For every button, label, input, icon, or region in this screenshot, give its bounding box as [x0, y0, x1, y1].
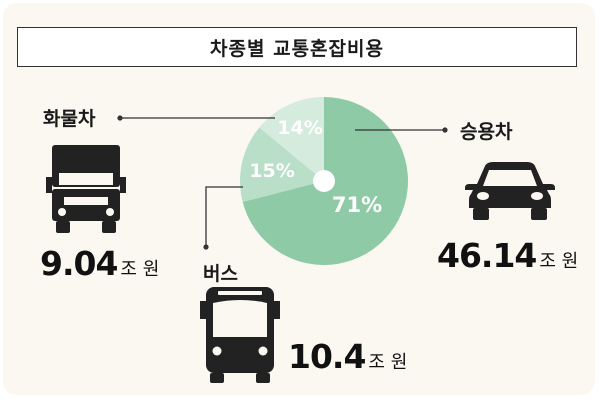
amount-truck: 9.04 조 원 [40, 244, 159, 283]
bus-icon [200, 287, 280, 383]
pie-slice-bus [240, 127, 324, 202]
amount-value-passenger: 46.14 [437, 236, 537, 275]
amount-unit-passenger: 조 원 [539, 251, 579, 272]
percent-label-bus: 15% [249, 160, 294, 182]
category-label-bus: 버스 [203, 263, 238, 285]
leader-dot-passenger [442, 127, 448, 133]
amount-unit-bus: 조 원 [368, 352, 408, 373]
amount-passenger: 46.14 조 원 [437, 236, 578, 275]
leader-dot-bus [203, 244, 209, 250]
amount-bus: 10.4 조 원 [288, 337, 407, 376]
percent-label-passenger: 71% [332, 193, 382, 217]
truck-icon [46, 145, 126, 233]
category-label-truck: 화물차 [43, 108, 96, 130]
pie-slice-truck [259, 97, 324, 181]
category-label-passenger: 승용차 [460, 121, 513, 143]
percent-label-truck: 14% [277, 117, 322, 139]
amount-value-bus: 10.4 [288, 337, 366, 376]
amount-value-truck: 9.04 [40, 244, 118, 283]
car-icon [465, 162, 555, 220]
pie-center-hole [313, 170, 335, 192]
leader-line-bus [205, 186, 243, 247]
leader-dot-truck [117, 115, 123, 121]
amount-unit-truck: 조 원 [120, 259, 160, 280]
chart-title: 차종별 교통혼잡비용 [17, 27, 577, 67]
